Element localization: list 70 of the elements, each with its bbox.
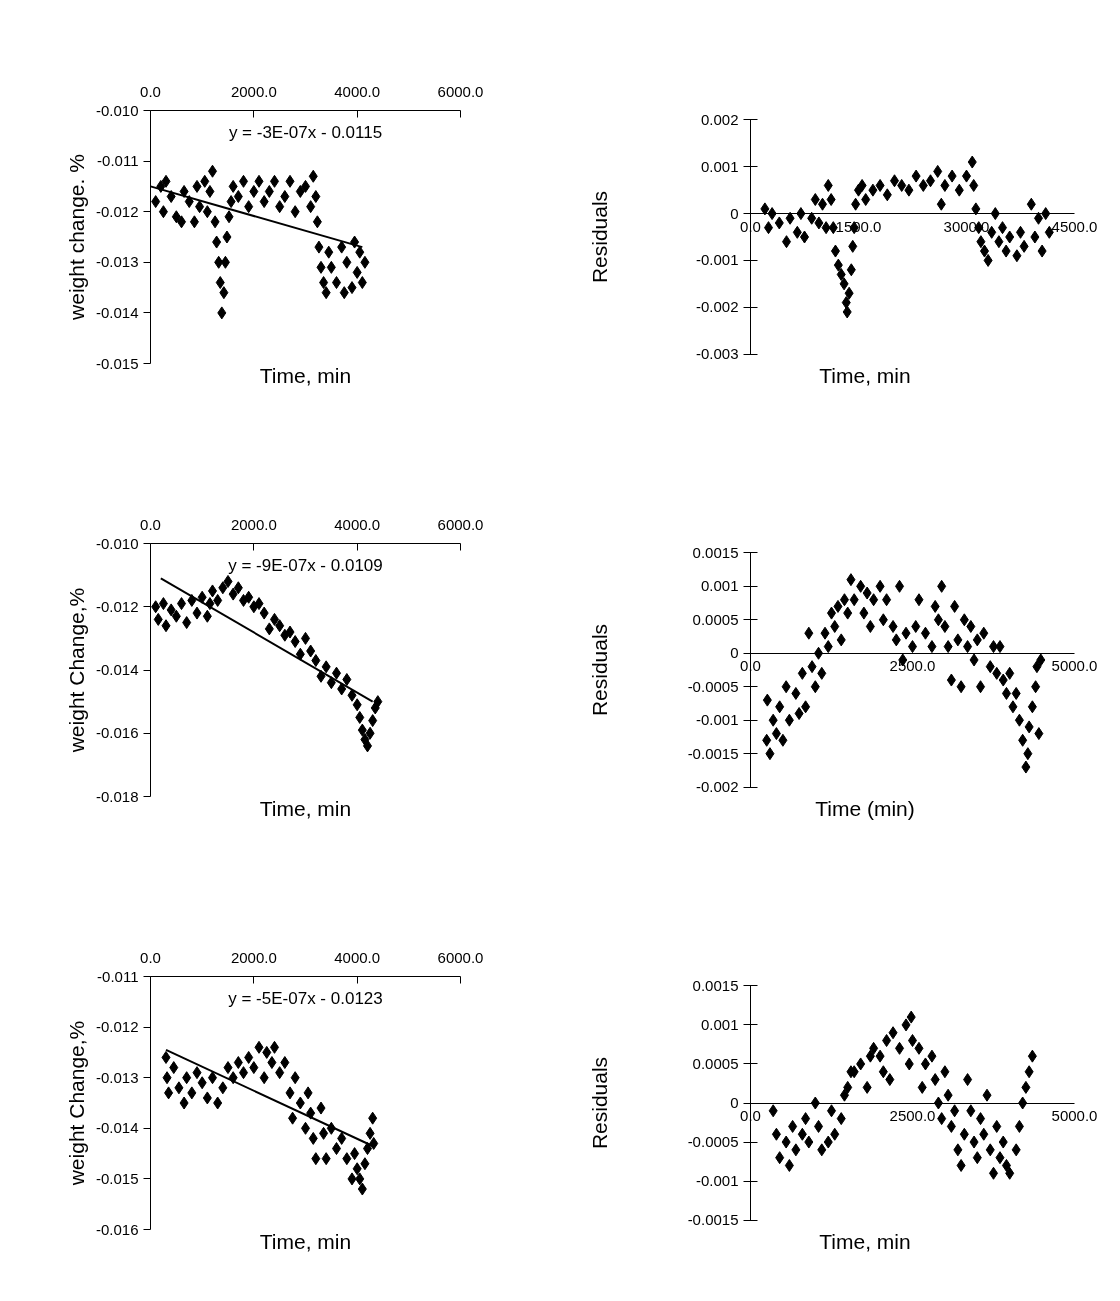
x-axis-title: Time, min: [819, 1229, 911, 1253]
y-tick-label: 0: [730, 204, 739, 222]
y-tick-label: -0.002: [695, 778, 739, 796]
x-tick-label: 2000.0: [230, 82, 277, 100]
x-tick-label: 2000.0: [230, 948, 277, 966]
y-tick-label: -0.015: [95, 354, 139, 372]
y-axis-title: Residuals: [587, 1056, 611, 1150]
x-axis-title: Time (min): [815, 796, 915, 820]
y-tick-label: -0.003: [695, 345, 739, 363]
x-tick-label: 4000.0: [334, 948, 381, 966]
x-tick-label: 0.0: [140, 515, 161, 533]
y-tick-label: -0.0015: [687, 1211, 739, 1229]
y-tick-label: 0.001: [700, 157, 739, 175]
x-tick-label: 6000.0: [437, 948, 484, 966]
y-tick-label: 0.001: [700, 1015, 739, 1033]
y-tick-label: 0.001: [700, 577, 739, 595]
y-axis-title: weight Change,%: [64, 587, 88, 754]
y-tick-label: -0.011: [97, 152, 139, 170]
y-tick-label: -0.010: [95, 101, 139, 119]
y-axis-title: Residuals: [587, 190, 611, 284]
x-axis-title: Time, min: [819, 363, 911, 387]
y-tick-label: -0.016: [95, 1220, 139, 1238]
y-tick-label: -0.001: [695, 1172, 739, 1190]
y-tick-label: -0.001: [695, 711, 739, 729]
y-tick-label: -0.012: [95, 1018, 139, 1036]
annotation: y = -5E-07x - 0.0123: [228, 989, 383, 1009]
annotation: y = -3E-07x - 0.0115: [228, 123, 383, 143]
y-tick-label: 0.0005: [692, 610, 739, 628]
x-tick-label: 4500.0: [1051, 217, 1098, 235]
x-tick-label: 4000.0: [334, 515, 381, 533]
y-tick-label: 0.002: [700, 110, 739, 128]
y-tick-label: -0.013: [95, 1068, 139, 1086]
y-tick-label: -0.015: [95, 1169, 139, 1187]
y-tick-label: -0.016: [95, 724, 139, 742]
x-tick-label: 5000.0: [1051, 1107, 1098, 1124]
y-tick-label: -0.010: [95, 534, 139, 552]
x-tick-label: 4000.0: [334, 82, 381, 100]
y-tick-label: 0: [730, 644, 739, 662]
y-tick-label: -0.0005: [687, 677, 739, 695]
x-axis-title: Time, min: [259, 1229, 352, 1253]
y-tick-label: -0.014: [95, 1119, 139, 1137]
x-axis-title: Time, min: [259, 796, 352, 820]
x-tick-label: 2500.0: [889, 1107, 936, 1124]
x-tick-label: 6000.0: [437, 82, 484, 100]
y-tick-label: -0.014: [95, 303, 139, 321]
y-tick-label: -0.013: [95, 253, 139, 271]
y-tick-label: -0.002: [695, 298, 739, 316]
x-tick-label: 0.0: [140, 948, 161, 966]
x-tick-label: 5000.0: [1051, 657, 1098, 675]
x-tick-label: 2500.0: [889, 657, 936, 675]
y-tick-label: 0.0005: [692, 1054, 739, 1072]
x-tick-label: 6000.0: [437, 515, 484, 533]
y-tick-label: -0.011: [97, 967, 139, 985]
y-axis-title: weight change. %: [64, 154, 88, 321]
y-tick-label: -0.0005: [687, 1133, 739, 1151]
y-tick-label: -0.018: [95, 787, 139, 805]
y-tick-label: -0.012: [95, 202, 139, 220]
y-tick-label: -0.0015: [687, 744, 739, 762]
y-tick-label: -0.014: [95, 661, 139, 678]
y-axis-title: weight Change,%: [64, 1020, 88, 1187]
y-tick-label: 0.0015: [692, 976, 739, 994]
y-tick-label: -0.001: [695, 251, 739, 269]
annotation: y = -9E-07x - 0.0109: [228, 556, 383, 576]
x-axis-title: Time, min: [259, 363, 352, 387]
x-tick-label: 0.0: [140, 82, 161, 100]
x-tick-label: 2000.0: [230, 515, 277, 533]
y-tick-label: 0: [730, 1094, 739, 1111]
y-tick-label: -0.012: [95, 597, 139, 615]
y-tick-label: 0.0015: [692, 543, 739, 561]
y-axis-title: Residuals: [587, 623, 611, 717]
